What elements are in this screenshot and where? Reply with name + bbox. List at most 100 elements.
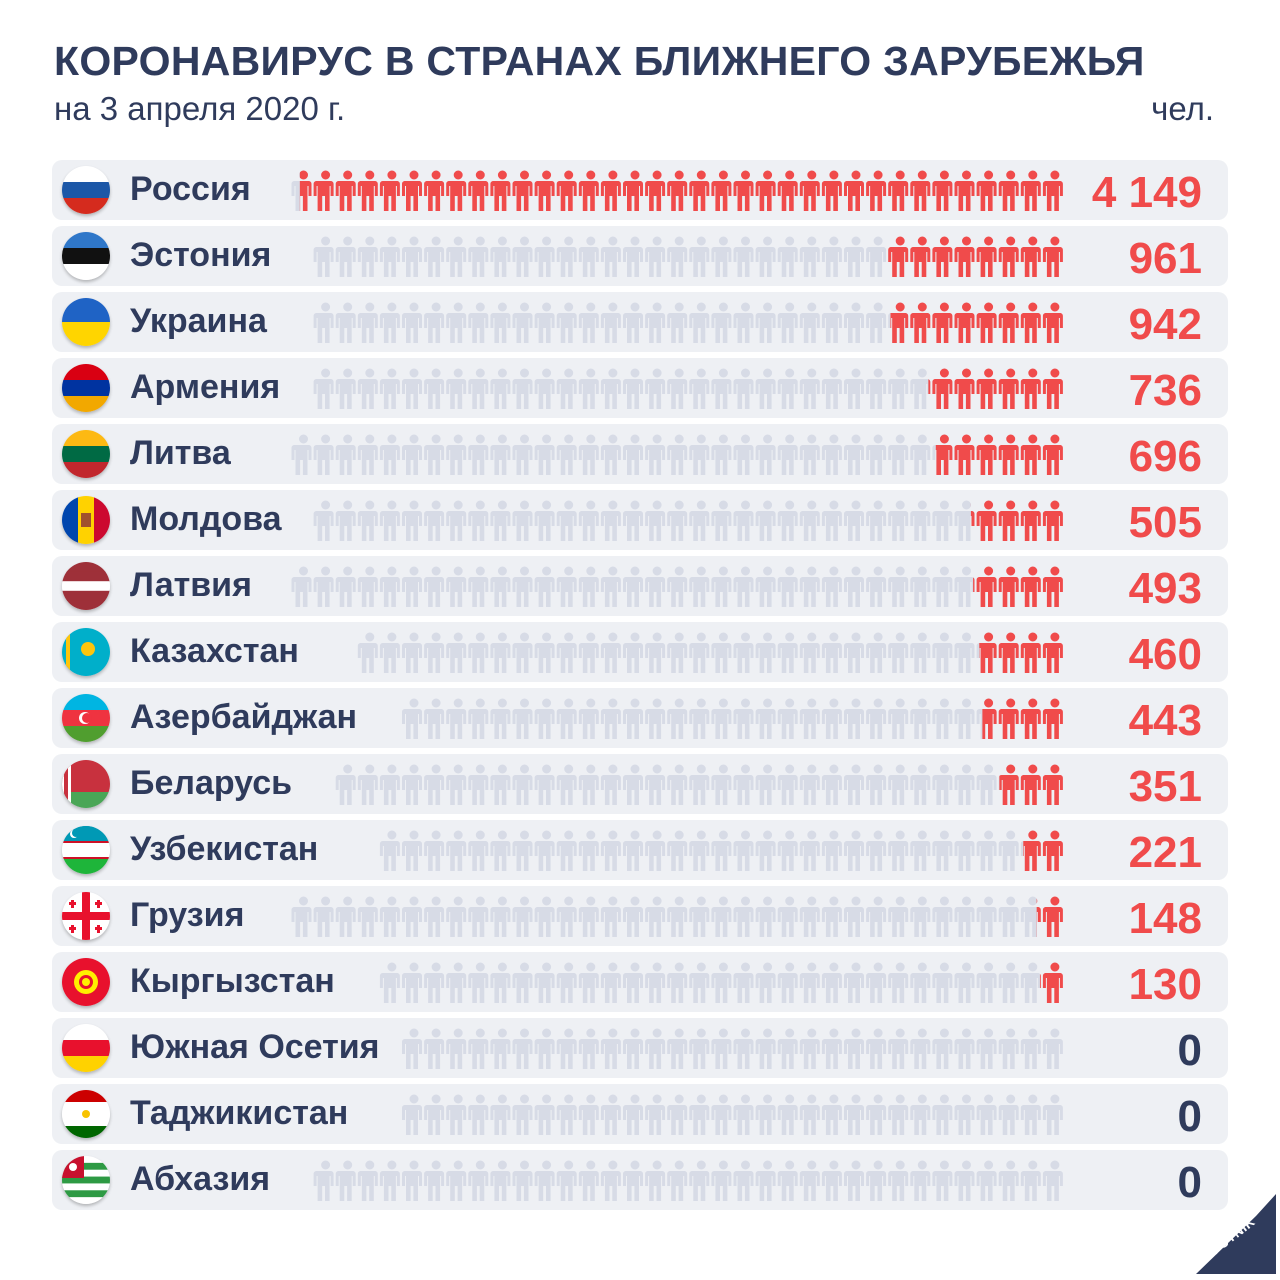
flag-latvia-icon — [62, 562, 110, 610]
person-icon — [954, 1160, 975, 1201]
person-icon — [424, 1094, 445, 1135]
person-icon — [866, 302, 887, 343]
person-icon — [1020, 236, 1041, 277]
person-icon — [888, 698, 909, 739]
case-count-label: 148 — [1128, 894, 1202, 943]
person-icon — [645, 962, 666, 1003]
person-icon-partial — [1036, 898, 1041, 937]
person-icon — [777, 1094, 798, 1135]
person-icon — [667, 500, 688, 541]
person-icon — [667, 632, 688, 673]
person-icon — [402, 830, 422, 871]
person-icon — [888, 434, 909, 475]
person-icon — [645, 830, 666, 871]
pictogram-strip — [291, 170, 1063, 211]
person-icon — [556, 698, 577, 739]
country-label: Эстония — [130, 236, 272, 274]
person-icon — [755, 962, 776, 1003]
person-icon — [1020, 368, 1041, 409]
person-icon — [667, 302, 688, 343]
sputnik-logo-icon — [1196, 1194, 1276, 1274]
person-icon — [667, 1160, 688, 1201]
person-icon — [998, 434, 1019, 475]
person-icon — [733, 830, 754, 871]
person-icon — [512, 1094, 533, 1135]
person-icon — [512, 236, 533, 277]
person-icon — [424, 698, 445, 739]
person-icon — [932, 236, 953, 277]
country-label: Россия — [130, 170, 251, 208]
person-icon — [556, 236, 577, 277]
person-icon — [468, 764, 489, 805]
person-icon — [645, 170, 666, 211]
person-icon — [954, 1028, 975, 1069]
person-icon — [888, 236, 909, 277]
person-icon — [667, 368, 688, 409]
country-row: Россия 4 149 — [52, 160, 1228, 220]
person-icon — [645, 566, 666, 607]
person-icon — [645, 764, 666, 805]
person-icon — [402, 632, 422, 673]
person-icon — [689, 698, 710, 739]
person-icon — [954, 1094, 975, 1135]
country-label: Кыргызстан — [130, 962, 335, 1000]
person-icon — [866, 896, 887, 937]
person-icon — [755, 368, 776, 409]
person-icon — [733, 434, 754, 475]
person-icon — [291, 566, 312, 607]
person-icon — [556, 896, 577, 937]
person-icon — [402, 698, 422, 739]
person-icon — [799, 500, 820, 541]
person-icon — [335, 764, 356, 805]
person-icon — [733, 764, 754, 805]
person-icon — [910, 500, 931, 541]
person-icon — [600, 698, 621, 739]
person-icon — [556, 170, 577, 211]
person-icon — [623, 1094, 643, 1135]
person-icon — [512, 830, 533, 871]
person-icon — [446, 830, 467, 871]
person-icon — [1020, 500, 1041, 541]
person-icon — [335, 434, 356, 475]
person-icon — [556, 302, 577, 343]
person-icon-partial — [999, 764, 1019, 805]
person-icon — [379, 1160, 400, 1201]
person-icon — [711, 632, 732, 673]
country-row: Армения 736 — [52, 358, 1228, 418]
person-icon — [755, 236, 776, 277]
person-icon — [844, 764, 864, 805]
person-icon — [645, 632, 666, 673]
person-icon — [888, 368, 909, 409]
person-icon — [578, 1160, 599, 1201]
person-icon — [799, 632, 820, 673]
person-icon — [733, 1160, 754, 1201]
person-icon — [976, 1094, 997, 1135]
person-icon — [689, 236, 710, 277]
case-count-label: 4 149 — [1091, 168, 1202, 217]
person-icon — [976, 566, 997, 607]
person-icon — [402, 170, 422, 211]
person-icon — [821, 632, 842, 673]
flag-ukraine-icon — [62, 298, 110, 346]
person-icon — [623, 566, 643, 607]
person-icon — [490, 896, 511, 937]
person-icon — [954, 698, 975, 739]
flag-russia-icon — [62, 166, 110, 214]
pictogram-strip — [313, 368, 1063, 409]
person-icon — [424, 1028, 445, 1069]
person-icon — [1042, 698, 1063, 739]
person-icon — [755, 1160, 776, 1201]
person-icon — [468, 500, 489, 541]
person-icon — [799, 170, 820, 211]
person-icon — [976, 302, 997, 343]
person-icon — [313, 566, 334, 607]
person-icon — [1042, 566, 1063, 607]
person-icon — [755, 830, 776, 871]
person-icon — [954, 368, 975, 409]
person-icon — [556, 1160, 577, 1201]
person-icon — [733, 962, 754, 1003]
person-icon — [490, 1028, 511, 1069]
person-icon — [954, 566, 975, 607]
person-icon — [645, 896, 666, 937]
person-icon — [645, 302, 666, 343]
